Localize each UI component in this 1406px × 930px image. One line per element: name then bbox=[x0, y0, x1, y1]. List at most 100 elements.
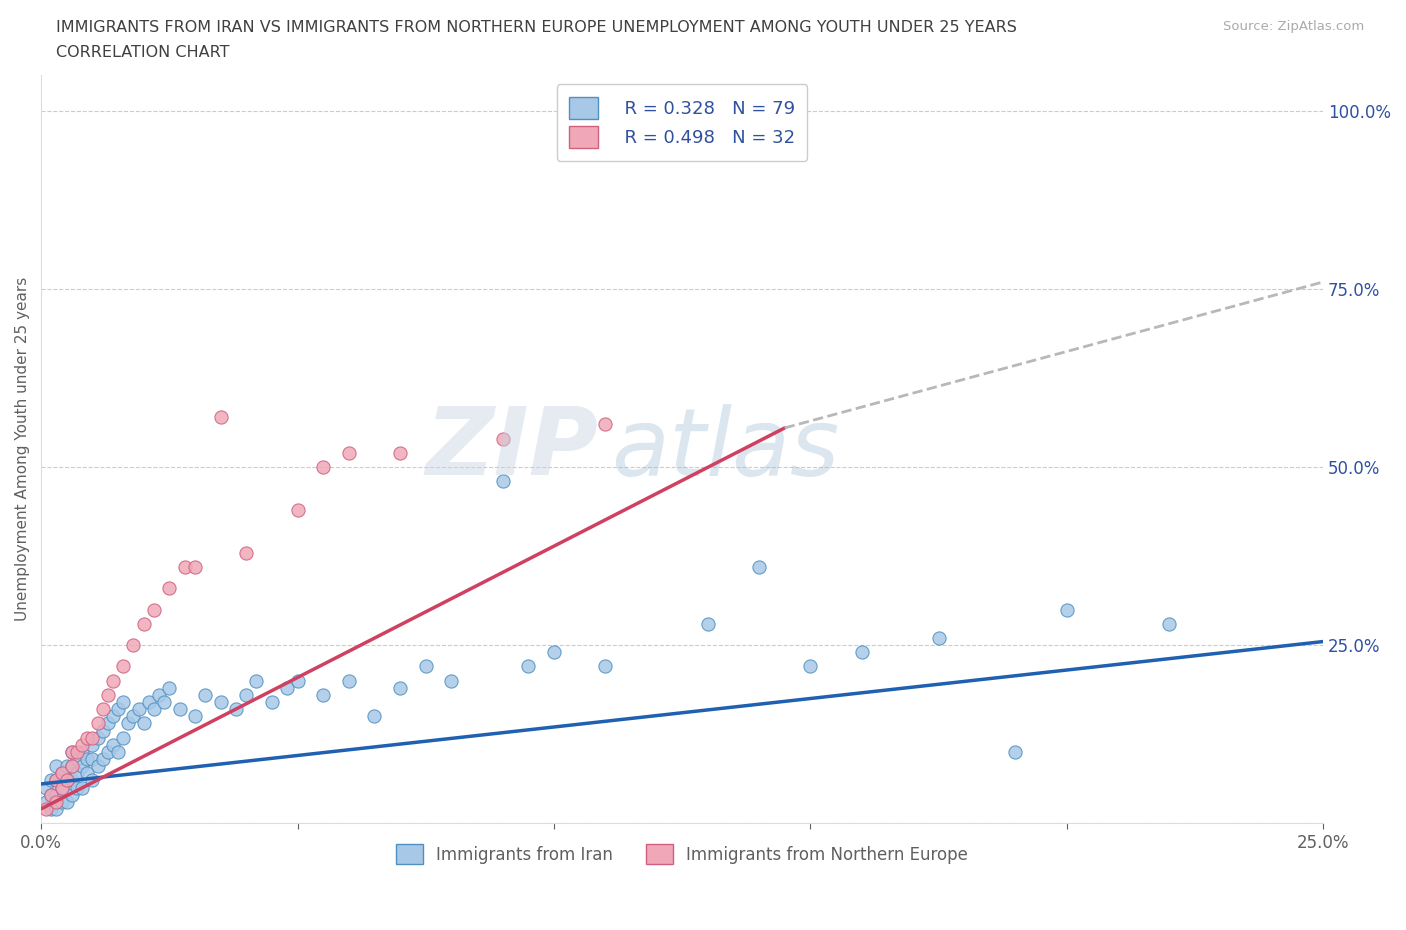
Point bbox=[132, 716, 155, 731]
Point bbox=[86, 730, 108, 745]
Point bbox=[276, 681, 298, 696]
Point bbox=[122, 638, 145, 653]
Point bbox=[45, 802, 67, 817]
Point bbox=[45, 794, 67, 809]
Point bbox=[696, 617, 718, 631]
Point bbox=[101, 709, 124, 724]
Point bbox=[225, 702, 247, 717]
Point bbox=[66, 780, 89, 795]
Point bbox=[76, 751, 98, 766]
Point bbox=[1159, 617, 1181, 631]
Point bbox=[91, 724, 114, 738]
Point bbox=[128, 702, 150, 717]
Point bbox=[389, 681, 412, 696]
Point bbox=[157, 580, 180, 595]
Point bbox=[491, 432, 513, 446]
Point bbox=[194, 687, 217, 702]
Point bbox=[51, 780, 73, 795]
Point bbox=[184, 709, 207, 724]
Point bbox=[235, 687, 257, 702]
Point bbox=[51, 794, 73, 809]
Point bbox=[101, 737, 124, 752]
Point bbox=[1056, 602, 1078, 617]
Point bbox=[70, 780, 93, 795]
Point bbox=[132, 617, 155, 631]
Point bbox=[82, 730, 104, 745]
Text: atlas: atlas bbox=[612, 404, 839, 495]
Point bbox=[66, 745, 89, 760]
Point bbox=[51, 780, 73, 795]
Point bbox=[35, 794, 58, 809]
Point bbox=[51, 765, 73, 780]
Point bbox=[55, 759, 77, 774]
Point bbox=[107, 745, 129, 760]
Point bbox=[41, 802, 63, 817]
Point bbox=[112, 659, 135, 674]
Point bbox=[55, 773, 77, 788]
Point bbox=[51, 765, 73, 780]
Point bbox=[45, 773, 67, 788]
Point bbox=[337, 445, 360, 460]
Point bbox=[76, 730, 98, 745]
Point bbox=[55, 773, 77, 788]
Point bbox=[491, 474, 513, 489]
Text: IMMIGRANTS FROM IRAN VS IMMIGRANTS FROM NORTHERN EUROPE UNEMPLOYMENT AMONG YOUTH: IMMIGRANTS FROM IRAN VS IMMIGRANTS FROM … bbox=[56, 20, 1017, 35]
Point bbox=[70, 759, 93, 774]
Point bbox=[76, 765, 98, 780]
Point bbox=[41, 787, 63, 802]
Point bbox=[851, 644, 873, 659]
Point bbox=[389, 445, 412, 460]
Point bbox=[60, 787, 83, 802]
Point bbox=[60, 759, 83, 774]
Point bbox=[97, 687, 120, 702]
Point bbox=[97, 745, 120, 760]
Point bbox=[337, 673, 360, 688]
Point bbox=[543, 644, 565, 659]
Point bbox=[41, 787, 63, 802]
Point bbox=[82, 737, 104, 752]
Point bbox=[169, 702, 191, 717]
Point bbox=[97, 716, 120, 731]
Y-axis label: Unemployment Among Youth under 25 years: Unemployment Among Youth under 25 years bbox=[15, 277, 30, 621]
Point bbox=[60, 745, 83, 760]
Point bbox=[112, 730, 135, 745]
Point bbox=[35, 802, 58, 817]
Point bbox=[157, 681, 180, 696]
Point bbox=[517, 659, 540, 674]
Point bbox=[86, 716, 108, 731]
Point bbox=[928, 631, 950, 645]
Point bbox=[45, 759, 67, 774]
Point bbox=[748, 559, 770, 574]
Point bbox=[82, 773, 104, 788]
Point bbox=[70, 737, 93, 752]
Point bbox=[41, 773, 63, 788]
Point bbox=[112, 695, 135, 710]
Point bbox=[287, 673, 309, 688]
Point bbox=[148, 687, 170, 702]
Point bbox=[287, 502, 309, 517]
Point bbox=[363, 709, 385, 724]
Point bbox=[45, 773, 67, 788]
Point bbox=[153, 695, 176, 710]
Point bbox=[312, 459, 335, 474]
Point bbox=[440, 673, 463, 688]
Point bbox=[45, 787, 67, 802]
Point bbox=[260, 695, 283, 710]
Point bbox=[142, 702, 165, 717]
Point bbox=[1004, 745, 1026, 760]
Point bbox=[60, 773, 83, 788]
Point bbox=[799, 659, 821, 674]
Point bbox=[66, 751, 89, 766]
Point bbox=[86, 759, 108, 774]
Text: CORRELATION CHART: CORRELATION CHART bbox=[56, 45, 229, 60]
Point bbox=[173, 559, 195, 574]
Point bbox=[91, 751, 114, 766]
Point bbox=[312, 687, 335, 702]
Point bbox=[245, 673, 267, 688]
Point bbox=[35, 780, 58, 795]
Point bbox=[82, 751, 104, 766]
Point bbox=[209, 695, 232, 710]
Point bbox=[60, 759, 83, 774]
Point bbox=[415, 659, 437, 674]
Point bbox=[66, 765, 89, 780]
